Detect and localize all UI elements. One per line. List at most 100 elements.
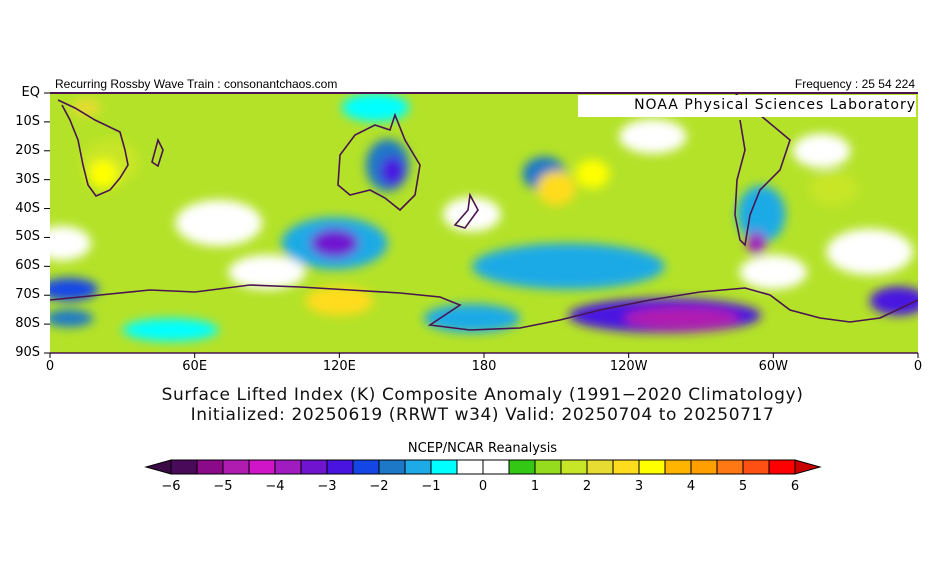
anomaly-region xyxy=(737,185,786,244)
anomaly-region xyxy=(305,286,374,316)
legend-tick-label: 4 xyxy=(686,479,696,494)
lon-label: 60W xyxy=(758,359,789,374)
legend-under-triangle xyxy=(144,459,172,475)
anomaly-region xyxy=(310,228,359,258)
legend-swatch xyxy=(716,459,744,475)
legend-over-triangle xyxy=(794,459,822,475)
anomaly-region xyxy=(623,306,740,330)
legend-swatch xyxy=(664,459,692,475)
legend-swatch xyxy=(352,459,380,475)
lon-label: 120E xyxy=(322,359,356,374)
anomaly-region xyxy=(50,277,99,301)
legend-swatch xyxy=(560,459,588,475)
lon-label: 120W xyxy=(609,359,648,374)
legend-swatch xyxy=(612,459,640,475)
anomaly-region xyxy=(746,231,767,255)
legend-swatch xyxy=(430,459,458,475)
lat-ticks xyxy=(44,92,50,354)
antarctica-coast xyxy=(50,284,918,331)
legend-tick-label: 6 xyxy=(790,479,800,494)
legend-tick-label: 3 xyxy=(634,479,644,494)
anomaly-region xyxy=(869,286,918,316)
anomaly-region xyxy=(88,159,118,189)
lon-ticks xyxy=(49,353,919,358)
anomaly-region xyxy=(537,171,576,206)
legend-swatch xyxy=(170,459,198,475)
legend-swatch xyxy=(768,459,796,475)
anomaly-region xyxy=(175,199,263,247)
legend-swatch xyxy=(404,459,432,475)
lat-label: 40S xyxy=(15,200,40,216)
coastlines xyxy=(50,93,918,331)
legend-swatch xyxy=(638,459,666,475)
legend-tick-label: 0 xyxy=(478,479,488,494)
anomaly-region xyxy=(341,93,410,122)
lat-label: 60S xyxy=(15,258,40,274)
anomaly-region xyxy=(619,118,687,154)
lat-label: 30S xyxy=(15,171,40,187)
legend-swatch xyxy=(326,459,354,475)
lat-label: 70S xyxy=(15,287,40,303)
legend-swatch xyxy=(248,459,276,475)
legend-tick-label: −4 xyxy=(265,479,285,494)
legend-swatch xyxy=(534,459,562,475)
color-legend xyxy=(144,459,822,475)
lat-label: EQ xyxy=(21,85,40,100)
legend-swatch xyxy=(378,459,406,475)
legend-tick-label: −3 xyxy=(317,479,337,494)
africa-coast xyxy=(57,99,129,197)
chart-title: Surface Lifted Index (K) Composite Anoma… xyxy=(161,385,804,405)
legend-label: NCEP/NCAR Reanalysis xyxy=(407,441,558,456)
new-zealand-coast xyxy=(453,192,479,229)
anomaly-region xyxy=(71,98,101,117)
lon-label: 0 xyxy=(45,359,55,374)
legend-tick-label: −6 xyxy=(161,479,181,494)
legend-swatch xyxy=(196,459,224,475)
anomaly-region xyxy=(826,228,914,275)
lat-label: 90S xyxy=(15,345,40,360)
lat-label: 20S xyxy=(15,142,40,158)
legend-swatch xyxy=(482,459,510,475)
anomaly-region xyxy=(809,171,858,206)
legend-tick-label: −5 xyxy=(213,479,233,494)
header-left: Recurring Rossby Wave Train : consonantc… xyxy=(55,77,338,91)
anomaly-region xyxy=(792,133,851,169)
anomaly-region xyxy=(50,309,94,327)
anomaly-region xyxy=(50,225,91,261)
chart-subtitle: Initialized: 20250619 (RRWT w34) Valid: … xyxy=(190,405,775,425)
australia-coast xyxy=(337,112,421,212)
anomaly-region xyxy=(739,254,808,290)
lon-label: 0 xyxy=(913,359,923,374)
legend-tick-label: −1 xyxy=(421,479,441,494)
anomaly-region xyxy=(423,303,521,333)
south-america-coast xyxy=(734,93,791,247)
noaa-credit: NOAA Physical Sciences Laboratory xyxy=(578,95,916,117)
anomaly-region xyxy=(471,243,665,290)
anomaly-region xyxy=(122,318,219,342)
legend-tick-label: 5 xyxy=(738,479,748,494)
legend-swatch xyxy=(508,459,536,475)
lat-label: 50S xyxy=(15,229,40,245)
legend-swatch xyxy=(586,459,614,475)
legend-swatch xyxy=(222,459,250,475)
lon-label: 60E xyxy=(182,359,208,374)
legend-swatch xyxy=(742,459,770,475)
anomaly-field xyxy=(50,93,918,342)
madagascar-coast xyxy=(151,137,164,168)
legend-swatch xyxy=(456,459,484,475)
header-right: Frequency : 25 54 224 xyxy=(794,77,915,91)
anomaly-region xyxy=(443,197,501,232)
legend-swatch xyxy=(690,459,718,475)
legend-tick-label: 1 xyxy=(530,479,540,494)
legend-tick-label: −2 xyxy=(369,479,389,494)
lat-label: 10S xyxy=(15,113,40,129)
lon-label: 180 xyxy=(471,359,497,374)
lat-label: 80S xyxy=(15,316,40,332)
anomaly-region xyxy=(380,156,405,186)
legend-tick-label: 2 xyxy=(582,479,592,494)
legend-swatch xyxy=(300,459,328,475)
anomaly-region xyxy=(575,159,610,189)
legend-swatch xyxy=(274,459,302,475)
